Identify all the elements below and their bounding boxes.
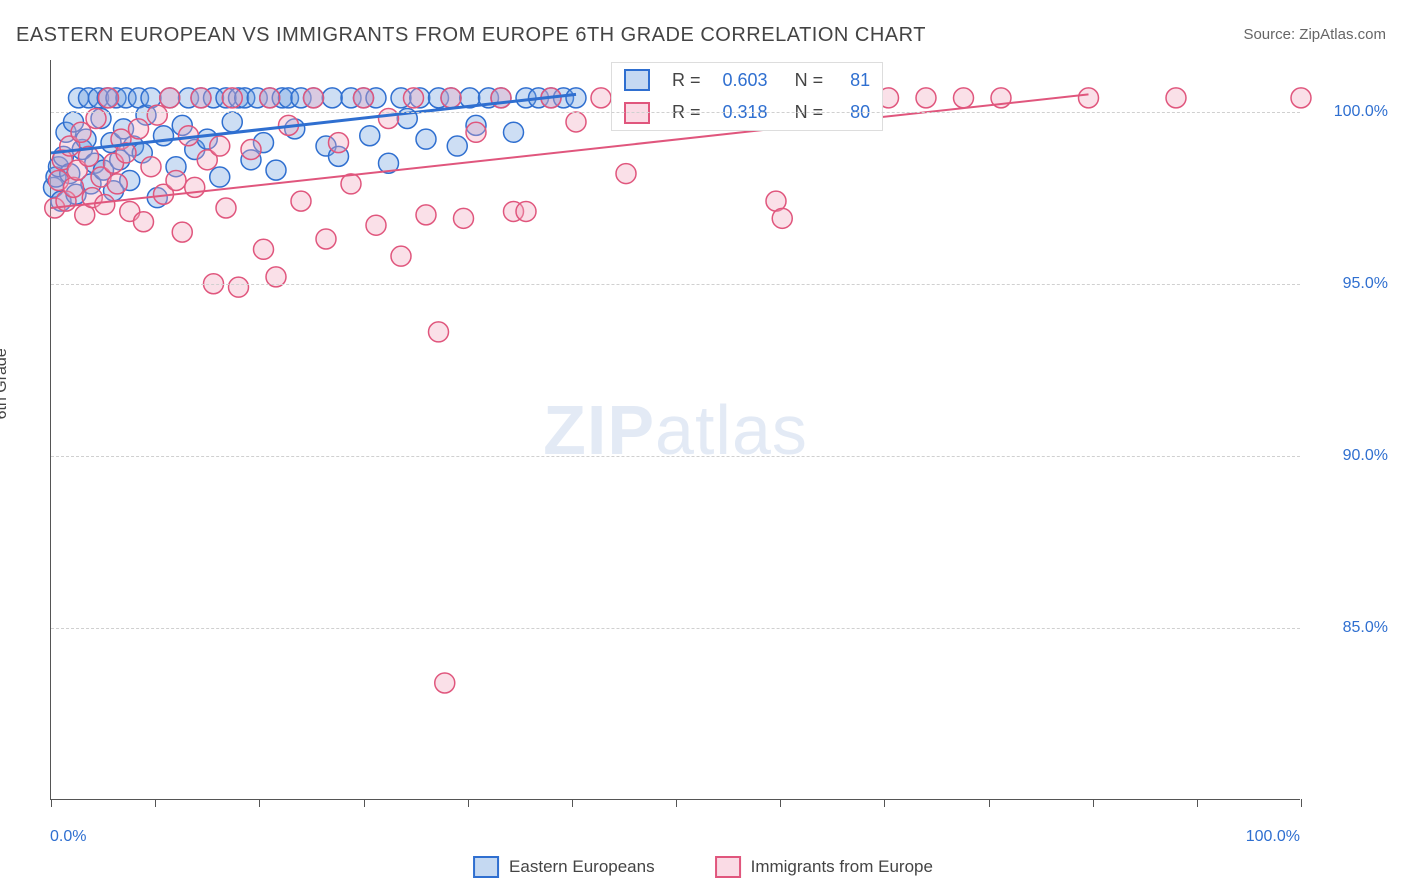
x-tick	[364, 799, 365, 807]
scatter-point	[366, 215, 386, 235]
scatter-point	[566, 112, 586, 132]
correlation-stats-legend: R =0.603 N = 81R =0.318 N = 80	[611, 62, 883, 131]
scatter-point	[454, 208, 474, 228]
scatter-point	[222, 112, 242, 132]
series-legend: Eastern Europeans Immigrants from Europe	[473, 856, 933, 878]
legend-label: Eastern Europeans	[509, 857, 655, 877]
scatter-point	[107, 174, 127, 194]
scatter-point	[566, 88, 586, 108]
x-tick	[884, 799, 885, 807]
scatter-point	[954, 88, 974, 108]
scatter-point	[254, 239, 274, 259]
chart-title: EASTERN EUROPEAN VS IMMIGRANTS FROM EURO…	[16, 24, 926, 47]
scatter-point	[316, 229, 336, 249]
scatter-point	[147, 105, 167, 125]
scatter-point	[916, 88, 936, 108]
y-tick-label: 95.0%	[1343, 275, 1388, 293]
x-tick	[676, 799, 677, 807]
scatter-point	[354, 88, 374, 108]
scatter-point	[266, 160, 286, 180]
scatter-point	[141, 157, 161, 177]
scatter-point	[185, 177, 205, 197]
scatter-point	[466, 122, 486, 142]
scatter-point	[516, 201, 536, 221]
x-tick	[989, 799, 990, 807]
scatter-point	[154, 126, 174, 146]
scatter-point	[391, 246, 411, 266]
scatter-point	[591, 88, 611, 108]
y-tick-label: 90.0%	[1343, 447, 1388, 465]
scatter-point	[616, 164, 636, 184]
scatter-point	[360, 126, 380, 146]
x-tick	[51, 799, 52, 807]
scatter-point	[1079, 88, 1099, 108]
x-tick	[1301, 799, 1302, 807]
x-tick	[572, 799, 573, 807]
scatter-point	[191, 88, 211, 108]
legend-swatch	[715, 856, 741, 878]
scatter-point	[441, 88, 461, 108]
grid-line	[51, 112, 1300, 113]
scatter-point	[166, 170, 186, 190]
scatter-point	[429, 322, 449, 342]
x-tick	[155, 799, 156, 807]
x-tick-label: 100.0%	[1246, 828, 1300, 892]
x-tick	[1197, 799, 1198, 807]
scatter-point	[160, 88, 180, 108]
scatter-point	[1291, 88, 1311, 108]
legend-item: Eastern Europeans	[473, 856, 655, 878]
scatter-point	[260, 88, 280, 108]
y-tick-label: 85.0%	[1343, 619, 1388, 637]
scatter-point	[416, 129, 436, 149]
scatter-point	[95, 195, 115, 215]
scatter-point	[216, 198, 236, 218]
x-tick	[259, 799, 260, 807]
legend-stat-row: R =0.603 N = 81	[614, 65, 880, 95]
legend-n-label: N =	[780, 65, 834, 95]
x-tick	[468, 799, 469, 807]
legend-item: Immigrants from Europe	[715, 856, 933, 878]
scatter-point	[504, 122, 524, 142]
scatter-point	[210, 167, 230, 187]
scatter-point	[416, 205, 436, 225]
y-tick-label: 100.0%	[1334, 103, 1388, 121]
plot-svg	[51, 60, 1301, 800]
scatter-point	[435, 673, 455, 693]
scatter-point	[447, 136, 467, 156]
legend-swatch	[624, 69, 650, 91]
legend-swatch	[473, 856, 499, 878]
x-tick	[1093, 799, 1094, 807]
source-attribution: Source: ZipAtlas.com	[1243, 26, 1386, 43]
scatter-point	[291, 191, 311, 211]
grid-line	[51, 628, 1300, 629]
scatter-plot-area: ZIPatlas R =0.603 N = 81R =0.318 N = 80	[50, 60, 1300, 800]
scatter-point	[172, 222, 192, 242]
scatter-point	[210, 136, 230, 156]
scatter-point	[404, 88, 424, 108]
legend-label: Immigrants from Europe	[751, 857, 933, 877]
scatter-point	[241, 139, 261, 159]
scatter-point	[304, 88, 324, 108]
grid-line	[51, 284, 1300, 285]
scatter-point	[322, 88, 342, 108]
y-axis-label: 6th Grade	[0, 348, 11, 419]
scatter-point	[222, 88, 242, 108]
legend-r-label: R =	[662, 65, 711, 95]
legend-n-value: 81	[835, 65, 880, 95]
scatter-point	[134, 212, 154, 232]
x-tick-label: 0.0%	[50, 828, 86, 892]
scatter-point	[772, 208, 792, 228]
scatter-point	[329, 133, 349, 153]
scatter-point	[129, 119, 149, 139]
scatter-point	[1166, 88, 1186, 108]
legend-r-value: 0.603	[713, 65, 778, 95]
grid-line	[51, 456, 1300, 457]
x-tick	[780, 799, 781, 807]
scatter-point	[99, 88, 119, 108]
scatter-point	[229, 277, 249, 297]
